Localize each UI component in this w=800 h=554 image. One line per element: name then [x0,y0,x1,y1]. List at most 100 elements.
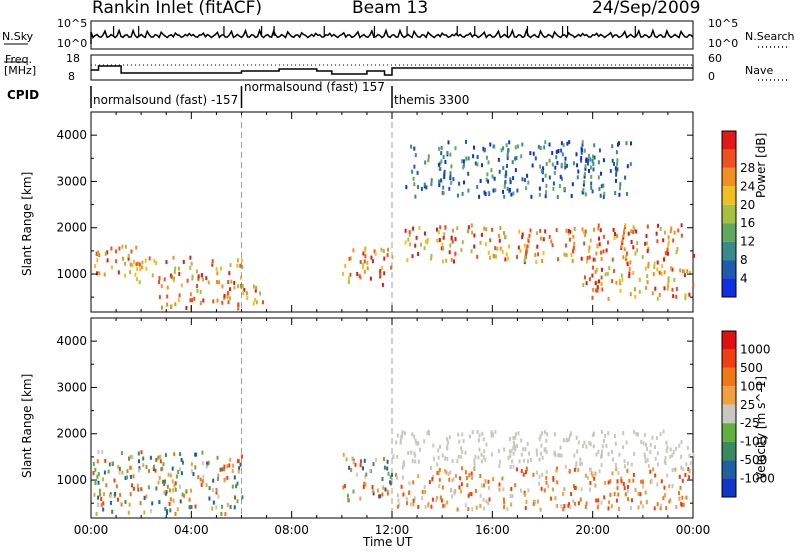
data-cell [439,495,442,500]
data-cell [369,468,372,473]
data-cell [230,279,233,284]
data-cell [205,483,208,488]
data-cell [674,467,677,472]
data-cell [404,240,407,245]
data-cell [595,288,598,293]
data-cell [226,291,229,296]
data-cell [485,442,488,447]
data-cell [131,483,133,488]
data-cell [138,262,141,267]
data-cell [451,494,454,499]
data-cell [159,459,162,464]
data-cell [124,476,127,480]
data-cell [544,140,547,145]
data-cell [655,436,658,441]
data-cell [615,498,618,503]
data-cell [202,474,205,479]
data-cell [413,146,416,151]
data-cell [614,232,616,236]
data-cell [545,190,548,195]
data-cell [428,480,431,485]
data-cell [527,488,530,493]
data-cell [564,161,567,166]
data-cell [589,442,592,447]
data-cell [412,502,415,507]
data-cell [173,270,176,274]
data-cell [349,272,352,277]
xtick-label: 00:00 [676,523,711,537]
data-cell [201,479,204,484]
colorbar-tick: 20 [740,198,755,212]
data-cell [588,169,590,173]
data-cell [202,298,205,303]
data-cell [386,466,389,471]
data-cell [600,453,603,458]
data-cell [413,182,416,187]
data-cell [149,455,152,460]
data-cell [653,506,656,511]
data-cell [221,300,224,305]
data-cell [645,285,648,290]
colorbar-swatch [722,260,736,279]
data-cell [458,181,461,186]
colorbar-swatch [722,223,736,242]
data-cell [381,266,384,270]
data-cell [181,492,184,497]
data-cell [349,256,352,261]
data-cell [148,468,150,473]
data-cell [487,191,490,195]
data-cell [526,442,529,446]
data-cell [438,146,441,151]
data-cell [197,475,200,480]
data-cell [550,496,553,501]
data-cell [683,269,686,274]
data-cell [561,152,564,157]
data-cell [236,258,239,263]
data-cell [509,436,511,441]
data-cell [442,235,445,240]
data-cell [597,503,600,508]
data-cell [591,189,594,194]
data-cell [402,460,405,465]
data-cell [656,260,659,265]
data-cell [373,249,376,254]
data-cell [671,453,674,458]
data-cell [461,191,464,196]
data-cell [562,438,565,443]
data-cell [468,473,471,478]
data-cell [233,285,236,290]
data-cell [521,142,524,147]
data-cell [479,240,482,245]
data-cell [541,177,544,182]
xtick-label: 20:00 [575,523,610,537]
data-cell [451,478,454,483]
data-cell [159,454,162,459]
data-cell [592,162,595,167]
data-cell [510,487,513,491]
data-cell [262,300,264,305]
data-cell [178,271,181,276]
data-cell [132,474,135,479]
data-cell [605,443,608,448]
data-cell [522,447,525,452]
data-cell [656,267,659,272]
data-cell [660,503,663,508]
colorbar-tick: 1000 [740,342,771,356]
data-cell [634,487,637,492]
data-cell [624,223,627,228]
data-cell [439,166,442,171]
data-cell [366,266,369,271]
ytick-label: 1000 [56,473,87,487]
data-cell [580,461,583,466]
data-cell [444,468,447,473]
data-cell [118,466,121,471]
data-cell [680,223,683,228]
data-cell [104,251,107,256]
data-cell [643,452,646,457]
data-cell [579,457,582,462]
data-cell [494,188,497,193]
data-cell [446,444,449,449]
data-cell [645,241,648,246]
data-cell [383,465,386,470]
data-cell [558,184,561,188]
